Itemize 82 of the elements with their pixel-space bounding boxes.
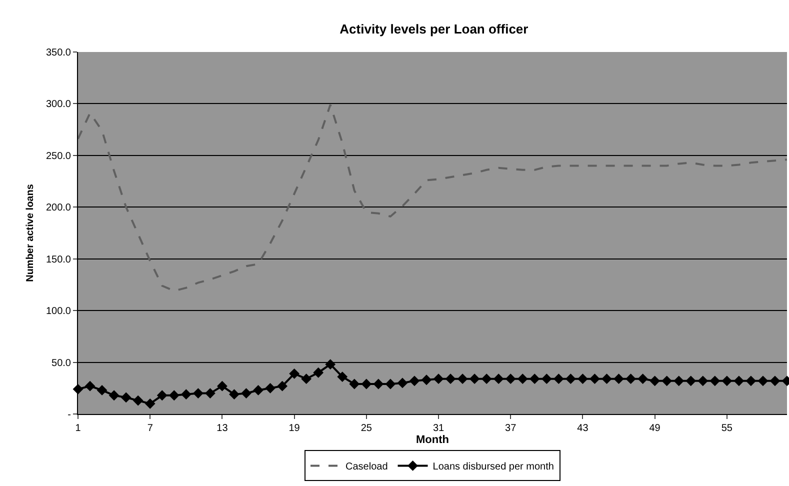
point (565, 374, 576, 384)
point (686, 376, 696, 386)
x-tick-label: 43 (577, 423, 589, 434)
y-tick-label: 150.0 (46, 254, 72, 266)
y-tick-label: 50.0 (52, 358, 72, 369)
x-tick-label: 31 (432, 423, 445, 434)
point (373, 378, 384, 390)
point (505, 374, 516, 384)
point (433, 374, 444, 384)
point (192, 388, 204, 399)
y-tick-label: 300.0 (46, 99, 72, 110)
point (710, 376, 720, 386)
point (638, 374, 648, 384)
y-tick-label: 250.0 (46, 150, 72, 162)
point (217, 380, 228, 392)
point (108, 390, 120, 401)
point (409, 376, 420, 386)
x-tick-label: 49 (649, 423, 661, 434)
point (397, 378, 408, 388)
point (204, 388, 216, 399)
point (241, 388, 252, 399)
point (325, 359, 336, 370)
point (349, 378, 360, 390)
point (277, 380, 288, 392)
point (132, 395, 144, 406)
x-tick-label: 19 (288, 423, 300, 434)
point (229, 389, 240, 400)
x-axis-title: Month (416, 434, 450, 446)
point (96, 385, 108, 396)
y-tick-label: 100.0 (46, 306, 72, 318)
point (734, 376, 744, 386)
point (301, 374, 312, 384)
point (120, 392, 132, 403)
point (481, 374, 492, 384)
chart-title: Activity levels per Loan officer (340, 21, 528, 36)
point (590, 374, 600, 384)
point (289, 368, 300, 379)
x-tick-label: 7 (147, 423, 154, 434)
point (602, 374, 612, 384)
y-axis-title: Number active loans (24, 184, 36, 282)
point (84, 380, 96, 392)
y-tick-label: - (68, 410, 71, 420)
point (156, 390, 168, 401)
point (469, 374, 480, 384)
line-series (78, 104, 787, 292)
point (553, 374, 564, 384)
point (361, 378, 372, 390)
x-tick-label: 55 (721, 423, 733, 434)
point (253, 385, 264, 396)
point (529, 374, 540, 384)
x-tick-label: 25 (360, 423, 372, 434)
point (758, 376, 768, 386)
point (662, 376, 672, 386)
point (650, 376, 660, 386)
point (541, 374, 552, 384)
point (180, 389, 192, 400)
point (144, 398, 156, 409)
point (457, 374, 468, 384)
x-tick-label: 13 (216, 423, 228, 434)
y-tick-label: 350.0 (46, 48, 72, 58)
point (337, 372, 348, 382)
point (385, 378, 396, 390)
point (313, 367, 324, 378)
point (493, 374, 504, 384)
legend-label: Caseload (346, 462, 388, 473)
point (265, 382, 276, 394)
legend-label: Loans disbursed per month (432, 462, 554, 473)
point (722, 376, 732, 386)
x-tick-label: 37 (505, 423, 517, 434)
point (168, 390, 180, 401)
point (421, 374, 432, 386)
point (770, 376, 780, 386)
x-tick-label: 1 (75, 423, 82, 434)
point (674, 376, 684, 386)
point (578, 374, 588, 384)
point (698, 376, 708, 386)
point (626, 374, 636, 384)
point (517, 374, 528, 384)
point (614, 374, 624, 384)
y-tick-label: 200.0 (46, 202, 72, 214)
point (445, 374, 456, 384)
point (746, 376, 756, 386)
